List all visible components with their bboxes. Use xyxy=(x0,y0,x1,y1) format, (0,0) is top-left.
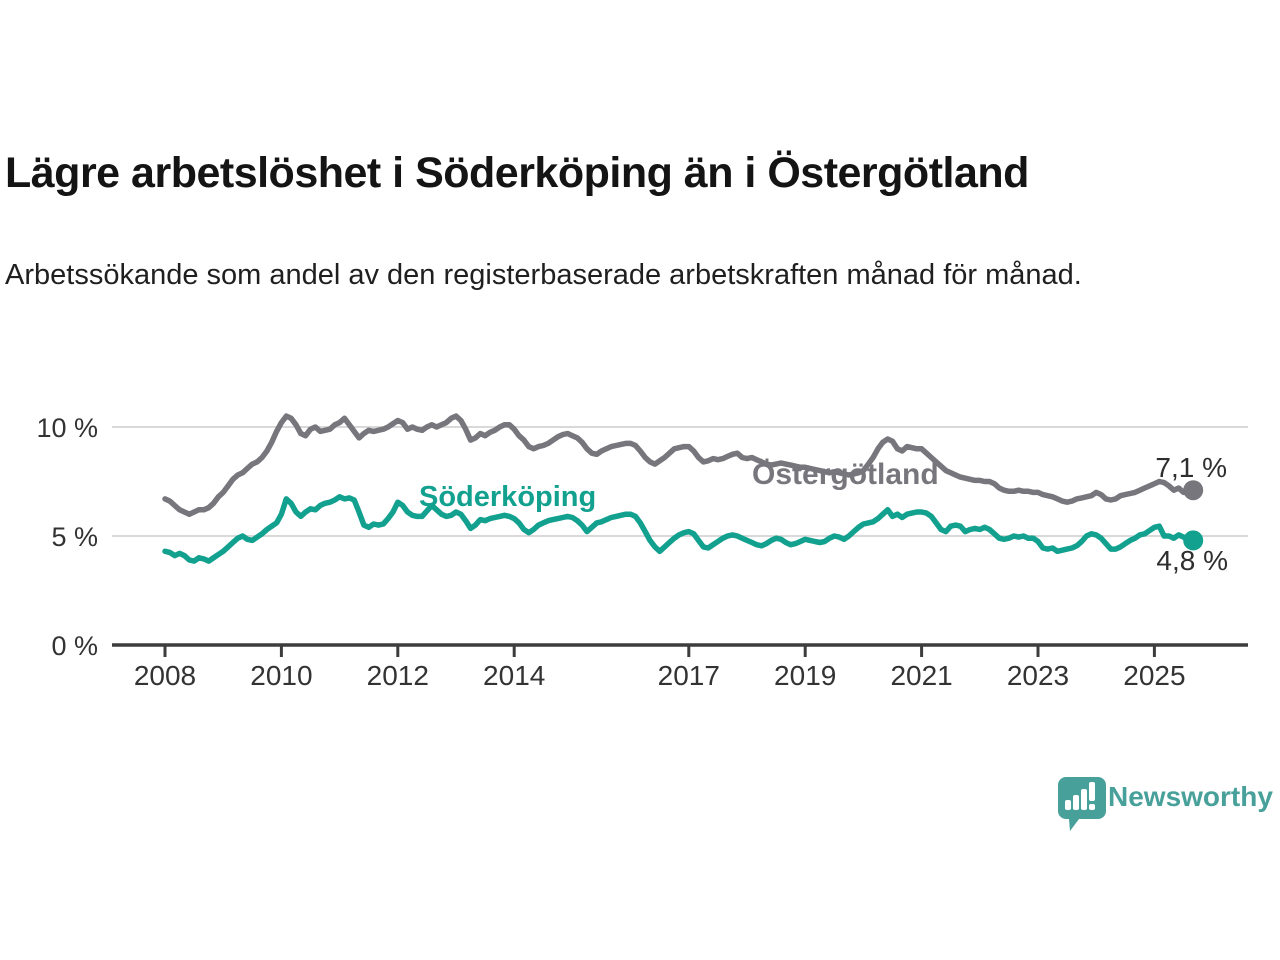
exclamation-stem xyxy=(1089,782,1095,801)
exclamation-dot xyxy=(1089,804,1095,810)
y-axis-label-0: 0 % xyxy=(51,631,98,661)
chart-title: Lägre arbetslöshet i Söderköping än i Ös… xyxy=(5,149,1029,197)
x-tick-label-2014: 2014 xyxy=(483,660,545,691)
series-line-söderköping xyxy=(162,494,1196,564)
bar-3 xyxy=(1081,789,1087,810)
x-tick-label-2008: 2008 xyxy=(134,660,196,691)
series-label-östergötland: Östergötland xyxy=(752,458,939,491)
end-value-label-östergötland: 7,1 % xyxy=(1155,452,1227,483)
x-tick-label-2019: 2019 xyxy=(774,660,836,691)
end-value-label-söderköping: 4,8 % xyxy=(1156,545,1228,576)
y-axis-label-10: 10 % xyxy=(36,413,98,443)
chart-subtitle: Arbetssökande som andel av den registerb… xyxy=(5,259,1082,291)
newsworthy-logo-icon xyxy=(1058,777,1106,831)
x-tick-label-2023: 2023 xyxy=(1007,660,1069,691)
x-tick-label-2012: 2012 xyxy=(367,660,429,691)
series-label-söderköping: Söderköping xyxy=(419,481,596,513)
newsworthy-wordmark: Newsworthy xyxy=(1108,781,1273,812)
newsworthy-logo: Newsworthy xyxy=(1055,774,1280,834)
x-tick-label-2017: 2017 xyxy=(658,660,720,691)
x-tick-label-2010: 2010 xyxy=(250,660,312,691)
end-dot-söderköping xyxy=(1183,530,1204,551)
x-tick-label-2021: 2021 xyxy=(890,660,952,691)
y-axis-label-5: 5 % xyxy=(51,522,98,552)
series-line-östergötland xyxy=(162,413,1196,517)
bar-1 xyxy=(1065,800,1071,810)
x-tick-label-2025: 2025 xyxy=(1123,660,1185,691)
end-dot-östergötland xyxy=(1183,480,1204,501)
bar-2 xyxy=(1073,795,1079,810)
